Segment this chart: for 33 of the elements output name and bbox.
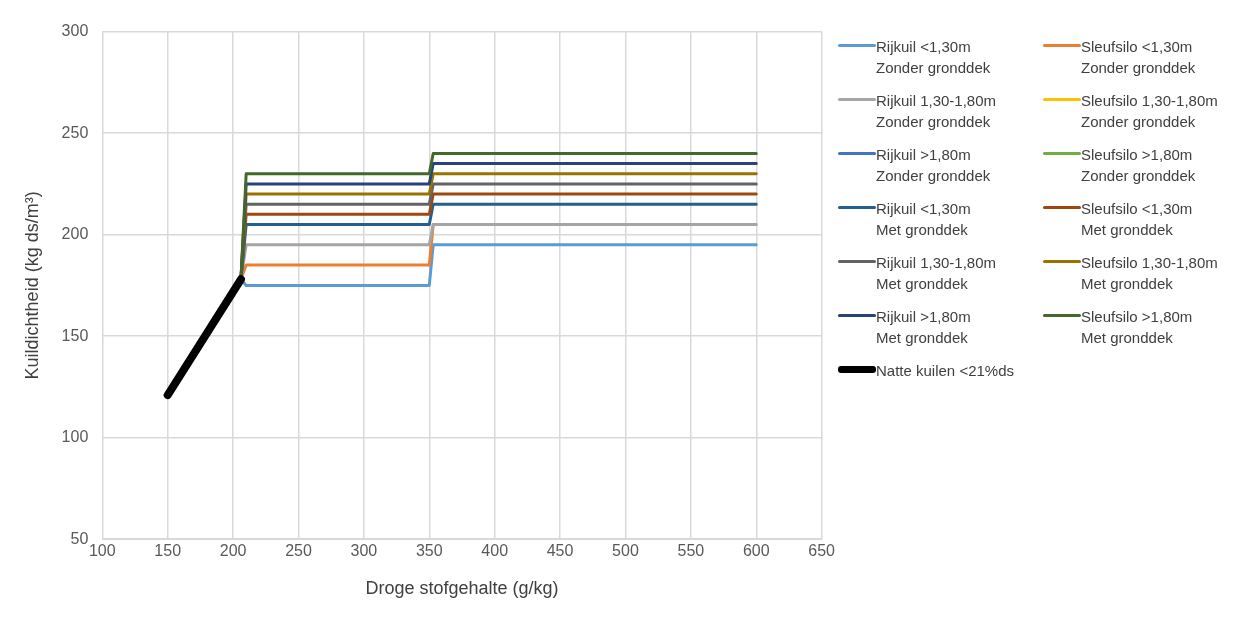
legend-label: Natte kuilen <21%ds (876, 361, 1015, 381)
y-tick-label: 300 (61, 22, 89, 40)
legend-label: Sleufsilo <1,30m Met gronddek (1081, 199, 1193, 240)
y-axis-title: Kuildichtheid (kg ds/m³) (21, 191, 42, 380)
legend-label: Rijkuil >1,80m Zonder gronddek (876, 145, 991, 186)
y-tick-label: 100 (61, 428, 89, 446)
x-tick-label: 250 (285, 542, 312, 560)
x-tick-label: 350 (415, 542, 443, 560)
x-tick-label: 450 (546, 542, 574, 560)
legend-label: Sleufsilo <1,30m Zonder gronddek (1081, 37, 1196, 78)
x-tick-label: 200 (219, 542, 247, 560)
legend-label: Sleufsilo 1,30-1,80m Met gronddek (1081, 253, 1218, 294)
y-tick-label: 250 (61, 123, 89, 141)
x-axis-title: Droge stofgehalte (g/kg) (365, 578, 559, 599)
legend-label: Sleufsilo >1,80m Met gronddek (1081, 307, 1193, 348)
x-tick-label: 100 (88, 542, 116, 560)
x-tick-label: 400 (481, 542, 509, 560)
x-tick-label: 650 (808, 542, 836, 560)
x-tick-label: 300 (350, 542, 378, 560)
legend-label: Rijkuil <1,30m Met gronddek (876, 199, 971, 240)
legend-label: Rijkuil 1,30-1,80m Zonder gronddek (876, 91, 997, 132)
legend-label: Rijkuil <1,30m Zonder gronddek (876, 37, 991, 78)
legend-label: Rijkuil 1,30-1,80m Met gronddek (876, 253, 997, 294)
y-tick-label: 150 (61, 326, 89, 344)
x-tick-label: 500 (612, 542, 639, 560)
legend-label: Rijkuil >1,80m Met gronddek (876, 307, 971, 348)
x-tick-label: 150 (154, 542, 182, 560)
y-tick-label: 200 (61, 225, 89, 243)
y-tick-label: 50 (70, 529, 89, 547)
x-tick-label: 550 (677, 542, 705, 560)
legend-label: Sleufsilo >1,80m Zonder gronddek (1081, 145, 1196, 186)
legend-label: Sleufsilo 1,30-1,80m Zonder gronddek (1081, 91, 1218, 132)
x-tick-label: 600 (742, 542, 770, 560)
